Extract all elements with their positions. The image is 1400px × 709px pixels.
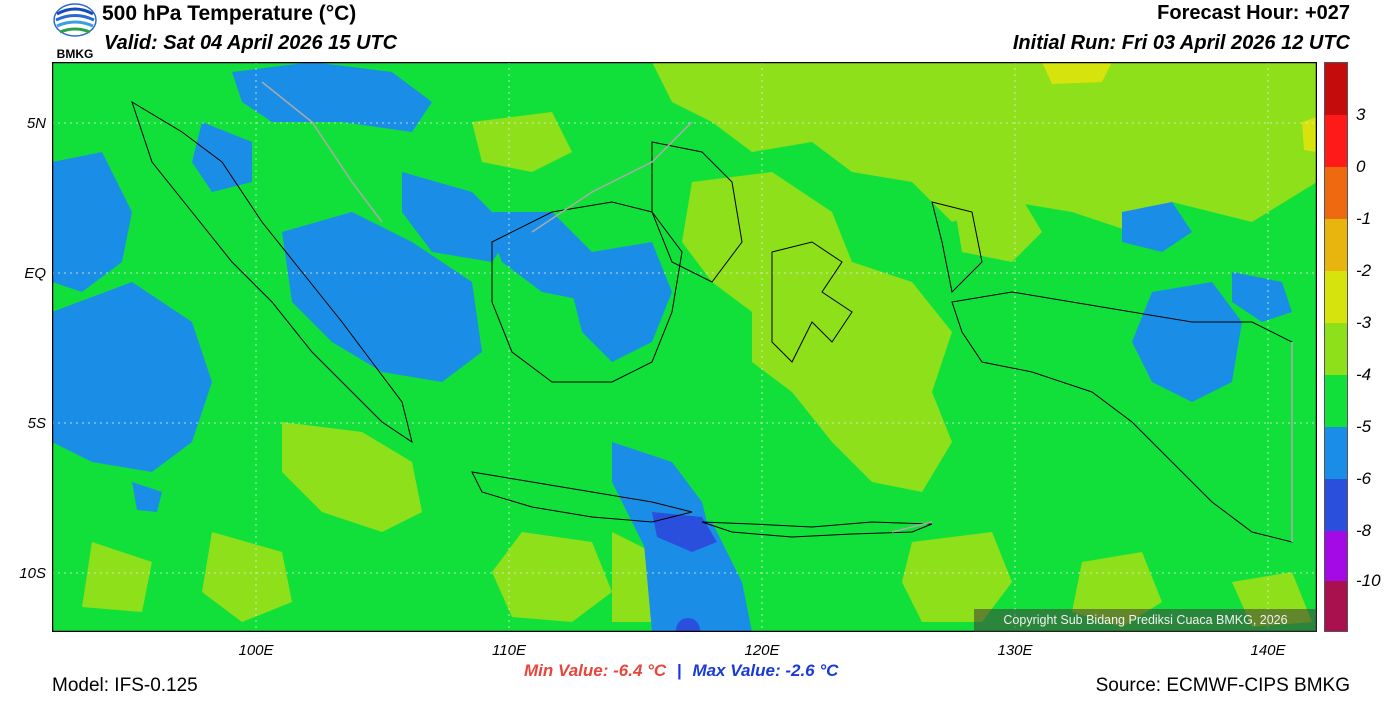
colorbar-segment bbox=[1325, 323, 1347, 375]
grid-lines bbox=[52, 62, 1317, 632]
source-label: Source: ECMWF-CIPS BMKG bbox=[1095, 675, 1350, 696]
coastlines bbox=[131, 100, 1293, 543]
dark-blue-regions bbox=[652, 512, 717, 632]
lon-label-140e: 140E bbox=[1250, 642, 1286, 659]
chart-title: 500 hPa Temperature (°C) bbox=[102, 2, 357, 25]
lat-label-5s: 5S bbox=[27, 415, 46, 432]
svg-text:BMKG: BMKG bbox=[57, 47, 94, 60]
colorbar-segment bbox=[1325, 375, 1347, 427]
max-value: Max Value: -2.6 °C bbox=[692, 661, 839, 680]
colorbar-segment bbox=[1325, 581, 1347, 631]
colorbar-segment bbox=[1325, 427, 1347, 479]
lat-label-eq: EQ bbox=[24, 265, 46, 282]
colorbar-label: 3 bbox=[1356, 105, 1366, 124]
forecast-hour: Forecast Hour: +027 bbox=[1157, 2, 1350, 24]
min-max-separator: | bbox=[676, 661, 682, 680]
colorbar-segment bbox=[1325, 531, 1347, 581]
colorbar-segment bbox=[1325, 63, 1347, 115]
lon-label-120e: 120E bbox=[744, 642, 780, 659]
temperature-map bbox=[52, 62, 1317, 632]
lon-label-110e: 110E bbox=[492, 642, 526, 659]
min-max-values: Min Value: -6.4 °C | Max Value: -2.6 °C bbox=[524, 661, 838, 681]
lon-label-100e: 100E bbox=[238, 642, 274, 659]
lat-label-10s: 10S bbox=[19, 565, 46, 582]
colorbar-label: -8 bbox=[1356, 521, 1372, 540]
colorbar-segment bbox=[1325, 219, 1347, 271]
blue-regions bbox=[52, 62, 1292, 632]
colorbar-segment bbox=[1325, 271, 1347, 323]
colorbar-label: -1 bbox=[1356, 209, 1372, 228]
colorbar-label: -10 bbox=[1356, 571, 1381, 590]
bmkg-logo-icon: BMKG bbox=[53, 3, 97, 60]
colorbar-label: -3 bbox=[1356, 313, 1372, 332]
initial-run: Initial Run: Fri 03 April 2026 12 UTC bbox=[1012, 32, 1350, 54]
lon-label-130e: 130E bbox=[997, 642, 1033, 659]
borders bbox=[261, 81, 1293, 542]
valid-time: Valid: Sat 04 April 2026 15 UTC bbox=[104, 32, 398, 54]
lat-label-5n: 5N bbox=[26, 115, 46, 132]
colorbar bbox=[1324, 62, 1348, 632]
colorbar-segment bbox=[1325, 479, 1347, 531]
colorbar-segment bbox=[1325, 115, 1347, 167]
colorbar-label: 0 bbox=[1356, 157, 1366, 176]
yellow-patches bbox=[1042, 62, 1317, 152]
colorbar-segment bbox=[1325, 167, 1347, 219]
colorbar-label: -4 bbox=[1356, 365, 1372, 384]
copyright-notice: Copyright Sub Bidang Prediksi Cuaca BMKG… bbox=[974, 609, 1317, 632]
colorbar-label: -2 bbox=[1356, 261, 1372, 280]
colorbar-label: -5 bbox=[1356, 417, 1372, 436]
min-value: Min Value: -6.4 °C bbox=[524, 661, 667, 680]
model-label: Model: IFS-0.125 bbox=[52, 675, 198, 696]
light-green-regions bbox=[82, 62, 1317, 627]
map-frame bbox=[52, 62, 1317, 632]
colorbar-label: -6 bbox=[1356, 469, 1372, 488]
